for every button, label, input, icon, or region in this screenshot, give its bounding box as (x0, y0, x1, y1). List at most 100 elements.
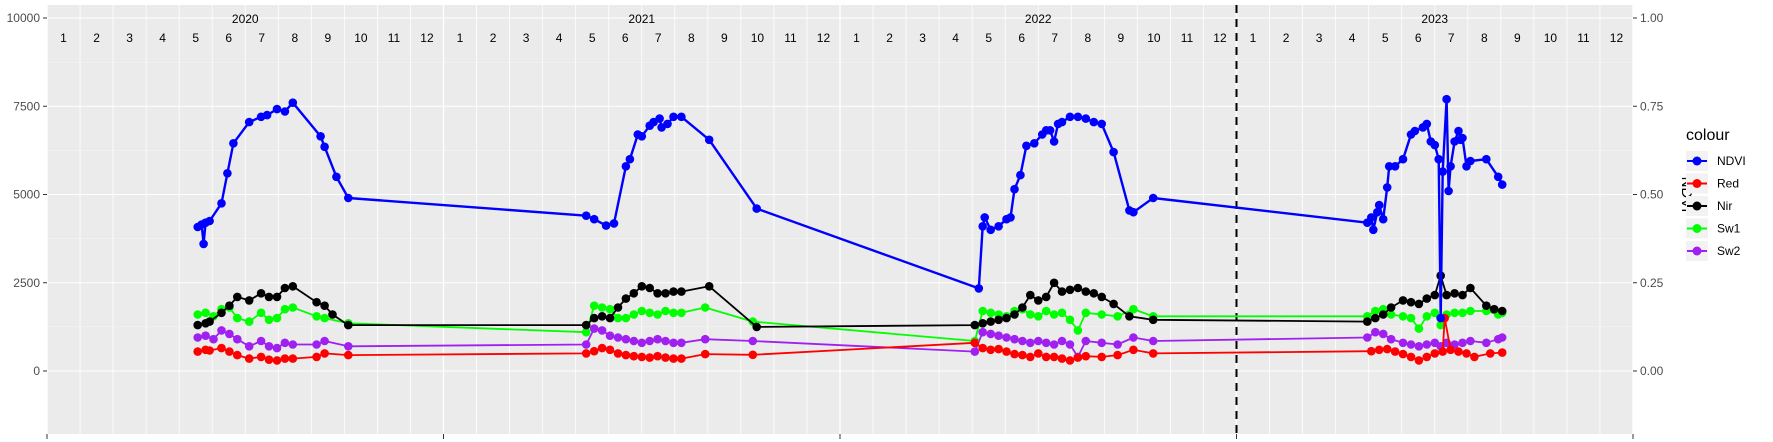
data-point-sw1 (1026, 310, 1035, 319)
month-label: 4 (159, 31, 166, 45)
data-point-nir (661, 289, 670, 298)
data-point-ndvi (280, 107, 290, 116)
data-point-red (613, 349, 623, 358)
data-point-red (669, 354, 678, 363)
data-point-sw1 (986, 308, 995, 318)
data-point-red (986, 345, 995, 355)
data-point-ndvi (655, 114, 664, 123)
data-point-nir (1378, 310, 1388, 319)
data-point-nir (677, 287, 686, 296)
data-point-ndvi (589, 214, 599, 224)
month-label: 2 (1283, 31, 1290, 45)
data-point-sw2 (1414, 342, 1424, 351)
data-point-sw2 (193, 333, 202, 342)
data-point-sw2 (1482, 338, 1491, 348)
data-point-red (589, 346, 599, 356)
data-point-sw2 (209, 334, 218, 344)
data-point-sw2 (637, 338, 647, 348)
y2-tick-label: 1.00 (1640, 11, 1664, 25)
data-point-nir (1497, 306, 1507, 316)
data-point-sw2 (1398, 338, 1408, 348)
data-point-red (1097, 352, 1106, 362)
data-point-sw2 (244, 342, 254, 351)
data-point-ndvi (1049, 137, 1059, 146)
data-point-ndvi (637, 132, 647, 141)
data-point-red (1034, 349, 1043, 358)
data-point-red (233, 350, 242, 360)
data-point-ndvi (1089, 117, 1099, 127)
data-point-red (621, 350, 631, 360)
month-label: 7 (1051, 31, 1058, 45)
month-label: 1 (457, 31, 464, 45)
y-tick-label: 5000 (13, 188, 40, 202)
legend-point-sw1 (1692, 224, 1702, 233)
data-point-nir (613, 303, 623, 312)
data-point-sw2 (1378, 329, 1388, 339)
month-label: 2 (93, 31, 100, 45)
data-point-ndvi (663, 119, 672, 129)
data-point-ndvi (1065, 112, 1075, 122)
data-point-sw1 (653, 310, 662, 319)
data-point-sw2 (1049, 340, 1059, 349)
data-point-nir (193, 320, 202, 330)
data-point-red (1148, 349, 1158, 358)
data-point-red (1446, 345, 1455, 355)
data-point-nir (1041, 292, 1051, 302)
data-point-sw1 (1386, 310, 1396, 319)
data-point-nir (994, 315, 1003, 325)
data-point-nir (970, 320, 980, 330)
data-point-ndvi (1022, 141, 1031, 151)
data-point-ndvi (1097, 119, 1106, 129)
data-point-nir (605, 313, 615, 323)
month-label: 10 (1544, 31, 1558, 45)
month-label: 9 (325, 31, 332, 45)
data-point-nir (272, 292, 282, 302)
y-axis-left: 0 2500 5000 7500 10000 (7, 11, 47, 378)
data-point-sw2 (677, 338, 686, 348)
series-layer (193, 94, 1507, 365)
data-point-sw2 (669, 338, 678, 348)
month-label: 9 (1514, 31, 1521, 45)
data-point-sw1 (1458, 308, 1467, 318)
data-point-sw2 (288, 340, 298, 349)
data-point-sw1 (1129, 304, 1138, 314)
month-label: 1 (60, 31, 67, 45)
data-point-nir (1081, 287, 1091, 296)
data-point-red (1073, 353, 1083, 362)
data-point-nir (1010, 310, 1019, 319)
month-label: 12 (817, 31, 831, 45)
year-label: 2023 (1421, 12, 1448, 26)
x-axis (46, 434, 1634, 439)
data-point-ndvi (1434, 154, 1443, 164)
month-label: 6 (1018, 31, 1025, 45)
data-point-ndvi (1016, 170, 1025, 180)
data-point-red (256, 352, 266, 362)
data-point-ndvi (625, 154, 635, 164)
month-labels: 1 2 3 4 5 6 7 8 9 10 11 12 1 2 3 4 5 6 7 8 9 10 11 12 1 2 3 4 5 6 7 8 9 1… (60, 31, 1623, 45)
legend-label-nir: Nir (1717, 199, 1732, 213)
data-point-ndvi (1382, 183, 1392, 192)
data-point-ndvi (1390, 162, 1400, 171)
data-point-sw1 (1414, 324, 1424, 333)
data-point-ndvi (1430, 140, 1440, 150)
data-point-red (272, 356, 282, 365)
data-point-ndvi (205, 216, 214, 226)
data-point-red (264, 355, 274, 365)
month-label: 11 (388, 31, 401, 45)
month-label: 7 (655, 31, 662, 45)
data-point-red (312, 352, 321, 362)
data-point-ndvi (1482, 154, 1491, 164)
data-point-red (320, 349, 329, 358)
data-point-red (994, 344, 1003, 354)
data-point-ndvi (332, 172, 341, 182)
data-point-ndvi (752, 204, 761, 213)
data-point-ndvi (272, 104, 282, 114)
data-point-ndvi (229, 139, 238, 148)
data-point-ndvi (1438, 167, 1447, 176)
month-label: 9 (721, 31, 728, 45)
data-point-ndvi (609, 219, 619, 228)
data-point-sw1 (1430, 308, 1440, 318)
data-point-red (1390, 347, 1400, 356)
data-point-sw1 (201, 308, 210, 318)
